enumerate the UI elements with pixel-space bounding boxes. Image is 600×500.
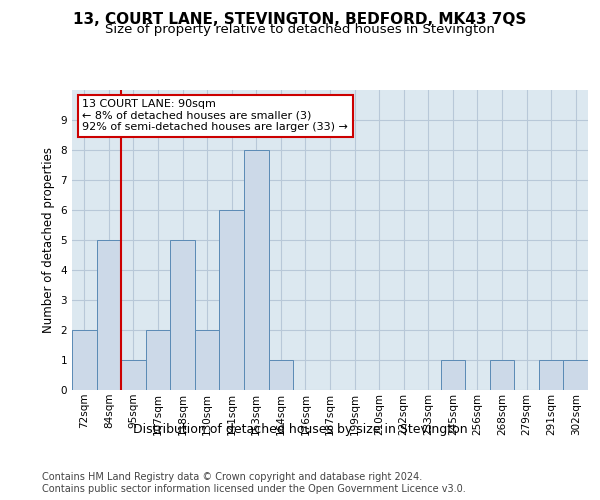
Text: Contains HM Land Registry data © Crown copyright and database right 2024.: Contains HM Land Registry data © Crown c… (42, 472, 422, 482)
Bar (170, 240, 195, 390)
Text: Distribution of detached houses by size in Stevington: Distribution of detached houses by size … (133, 422, 467, 436)
Text: Contains public sector information licensed under the Open Government Licence v3: Contains public sector information licen… (42, 484, 466, 494)
Bar (563, 360, 588, 390)
Bar (440, 360, 465, 390)
Bar (539, 360, 563, 390)
Bar (244, 150, 269, 390)
Text: 13 COURT LANE: 90sqm
← 8% of detached houses are smaller (3)
92% of semi-detache: 13 COURT LANE: 90sqm ← 8% of detached ho… (82, 99, 348, 132)
Bar (72, 330, 97, 390)
Bar (121, 360, 146, 390)
Bar (146, 330, 170, 390)
Bar (490, 360, 514, 390)
Bar (269, 360, 293, 390)
Text: 13, COURT LANE, STEVINGTON, BEDFORD, MK43 7QS: 13, COURT LANE, STEVINGTON, BEDFORD, MK4… (73, 12, 527, 28)
Bar (195, 330, 220, 390)
Y-axis label: Number of detached properties: Number of detached properties (42, 147, 55, 333)
Text: Size of property relative to detached houses in Stevington: Size of property relative to detached ho… (105, 22, 495, 36)
Bar (220, 210, 244, 390)
Bar (97, 240, 121, 390)
